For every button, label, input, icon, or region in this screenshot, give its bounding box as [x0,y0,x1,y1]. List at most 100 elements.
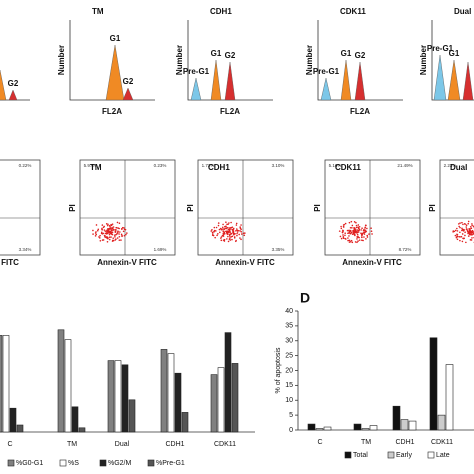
dot [220,239,223,242]
bar [16,424,24,433]
bar [231,363,239,433]
y-tick-label: 30 [285,338,293,345]
dot [471,224,473,227]
dot [355,221,357,224]
dot [470,227,473,230]
dot [118,235,121,238]
dot [108,230,111,233]
dot [112,239,114,242]
quadrant-value: 0.23% [154,163,167,168]
dot [222,233,225,236]
histogram-peak [340,59,352,101]
x-axis-label: Annexin-V FITC [215,258,275,267]
dot [363,236,365,238]
dot [229,237,231,239]
dot [220,236,223,238]
dot [221,235,224,237]
y-tick-label: 20 [285,367,293,374]
dot [356,241,358,244]
histogram-peak [447,59,461,101]
dot [470,230,472,233]
dot [454,234,457,237]
dot [461,240,464,243]
dot [370,227,372,229]
dot [456,235,458,238]
panel-title: Dual [450,163,467,172]
dot [211,234,214,237]
panel-title: CDK11 [340,7,366,16]
quadrant-value: 3.34% [19,247,32,252]
dot [115,230,117,232]
dot [92,233,94,235]
dot [111,223,114,225]
x-axis-label: FL2A [102,107,122,116]
y-tick-label: 10 [285,397,293,404]
histogram-peak [462,61,474,101]
dot [354,241,357,243]
legend-swatch [427,451,435,459]
dot [370,230,373,232]
dot [211,228,213,231]
dot [465,224,468,227]
dot [116,221,119,224]
dot [355,224,358,227]
panel-title: CDH1 [210,7,232,16]
dot [467,232,469,235]
histogram-axes [317,20,403,101]
dot [344,234,346,237]
dot [362,229,365,232]
legend-swatch [344,451,352,459]
legend-label: %G0-G1 [16,460,43,467]
bar [64,339,72,433]
bar [361,428,370,431]
histogram-peak [320,77,332,101]
dot [219,231,221,234]
dot [229,231,231,234]
dot [210,230,213,232]
legend-swatch [387,451,395,459]
dot [351,224,354,227]
peak-label: G1 [211,49,222,58]
dot [233,233,236,235]
dot [232,228,234,231]
dot [459,239,461,242]
bar [174,372,182,433]
dot [231,235,234,238]
dot [112,237,115,239]
dot [353,229,355,232]
bar [408,420,417,431]
dot [364,229,366,231]
bar [181,412,189,433]
dot [354,234,356,237]
y-tick-label: 25 [285,352,293,359]
dot [356,238,358,240]
bar [224,332,232,433]
dot [108,233,111,236]
dot [230,232,233,235]
dot [462,223,464,226]
quadrant-value: 2.23% [444,163,457,168]
dot [104,236,106,238]
dot [461,228,464,231]
dot [114,236,116,238]
dot [115,238,117,240]
dot [222,223,224,226]
dot [107,223,109,226]
dot [120,239,122,241]
histogram-axes [431,20,474,101]
dot [240,233,243,235]
dot [347,232,349,235]
dot [232,227,235,230]
bar [429,337,438,431]
dot [123,227,125,229]
dot [101,227,103,230]
bar [369,425,378,431]
dot [355,226,358,229]
dot [95,231,97,233]
dot [361,236,363,238]
dot [104,232,107,235]
y-tick-label: 40 [285,308,293,315]
dot [356,233,359,236]
dot [238,233,240,236]
dot [232,230,235,233]
